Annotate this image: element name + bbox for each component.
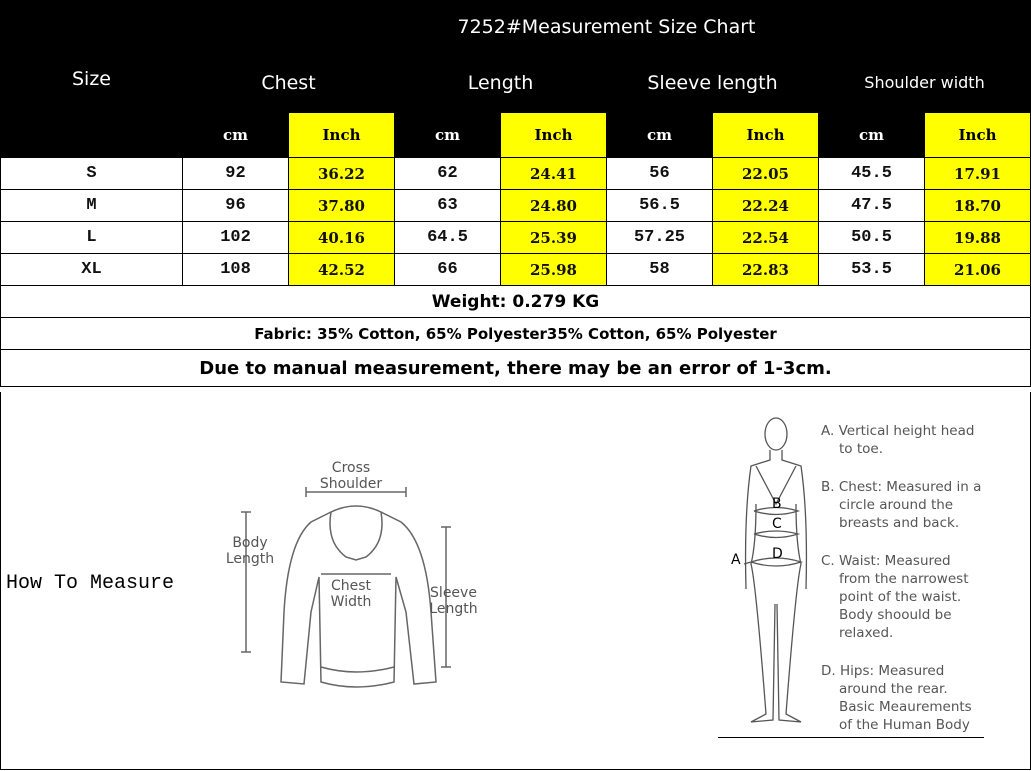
letter-a: A	[731, 552, 741, 568]
description-line: B. Chest: Measured in a	[821, 479, 982, 495]
inch-cell: 22.24	[712, 189, 819, 222]
description-line: circle around the	[839, 497, 954, 513]
letter-b: B	[772, 496, 782, 512]
measure-description: B. Chest: Measured in a circle around the…	[821, 478, 981, 532]
inch-cell: 19.88	[923, 221, 1031, 254]
measure-description: A. Vertical height head to toe.	[821, 422, 974, 458]
description-line: of the Human Body	[839, 717, 970, 733]
measure-description: D. Hips: Measured around the rear. Basic M…	[821, 662, 972, 734]
description-line: around the rear.	[839, 681, 948, 697]
how-to-measure-label: How To Measure	[6, 572, 175, 595]
inch-cell: 21.06	[923, 253, 1031, 286]
figure-baseline	[718, 737, 984, 738]
cm-cell: 50.5	[818, 221, 925, 254]
inch-cell: 36.22	[288, 157, 395, 190]
cm-cell: 66	[394, 253, 501, 286]
description-line: A. Vertical height head	[821, 423, 975, 439]
chart-title: 7252#Measurement Size Chart	[181, 0, 1031, 53]
unit-cm: cm	[394, 112, 501, 158]
inch-cell: 25.39	[500, 221, 607, 254]
cm-cell: 56	[606, 157, 713, 190]
body-length-label: Body Length	[225, 535, 275, 567]
table-row: XL 108 42.52 66 25.98 58 22.83 53.5 21.06	[0, 253, 1031, 286]
sleeve-length-label: Sleeve Length	[429, 585, 478, 617]
inch-cell: 22.83	[712, 253, 819, 286]
fabric-info: Fabric: 35% Cotton, 65% Polyester35% Cot…	[0, 317, 1031, 350]
how-to-measure-section: How To Measure Cross Shoulder Body Lengt…	[0, 392, 1031, 770]
body-figure-diagram	[743, 417, 808, 723]
table-row: S 92 36.22 62 24.41 56 22.05 45.5 17.91	[0, 157, 1031, 190]
chest-width-label: Chest Width	[330, 578, 372, 610]
size-chart-table: Size 7252#Measurement Size Chart Chest L…	[0, 0, 1031, 387]
inch-cell: 24.80	[500, 189, 607, 222]
size-cell: XL	[0, 253, 183, 286]
cm-cell: 63	[394, 189, 501, 222]
group-sleeve: Sleeve length	[606, 52, 819, 113]
unit-inch: Inch	[923, 112, 1031, 158]
weight-info: Weight: 0.279 KG	[0, 285, 1031, 318]
cm-cell: 108	[182, 253, 289, 286]
group-chest: Chest	[182, 52, 395, 113]
description-line: C. Waist: Measured	[821, 553, 951, 569]
inch-cell: 18.70	[923, 189, 1031, 222]
inch-cell: 22.05	[712, 157, 819, 190]
size-cell: L	[0, 221, 183, 254]
group-shoulder: Shoulder width	[817, 52, 1031, 113]
cm-cell: 102	[182, 221, 289, 254]
inch-cell: 24.41	[500, 157, 607, 190]
size-cell: S	[0, 157, 183, 190]
letter-d: D	[772, 546, 783, 562]
inch-cell: 37.80	[288, 189, 395, 222]
table-row: L 102 40.16 64.5 25.39 57.25 22.54 50.5 19.88	[0, 221, 1031, 254]
cm-cell: 53.5	[818, 253, 925, 286]
measurement-note: Due to manual measurement, there may be …	[0, 349, 1031, 387]
cm-cell: 92	[182, 157, 289, 190]
unit-inch: Inch	[288, 112, 395, 158]
sweater-diagram	[241, 487, 451, 688]
description-line: from the narrowest	[839, 571, 969, 587]
cm-cell: 45.5	[818, 157, 925, 190]
description-line: to toe.	[839, 441, 883, 457]
inch-cell: 22.54	[712, 221, 819, 254]
table-row: M 96 37.80 63 24.80 56.5 22.24 47.5 18.70	[0, 189, 1031, 222]
description-line: breasts and back.	[839, 515, 960, 531]
unit-inch: Inch	[500, 112, 607, 158]
unit-cm: cm	[606, 112, 713, 158]
inch-cell: 17.91	[923, 157, 1031, 190]
measure-description: C. Waist: Measured from the narrowest poin…	[821, 552, 968, 642]
description-line: relaxed.	[839, 625, 894, 641]
letter-c: C	[772, 516, 782, 532]
cm-cell: 64.5	[394, 221, 501, 254]
description-line: Body shoould be	[839, 607, 952, 623]
size-header: Size	[0, 0, 183, 158]
size-cell: M	[0, 189, 183, 222]
cm-cell: 58	[606, 253, 713, 286]
description-line: point of the waist.	[839, 589, 962, 605]
cm-cell: 56.5	[606, 189, 713, 222]
inch-cell: 42.52	[288, 253, 395, 286]
cm-cell: 47.5	[818, 189, 925, 222]
cm-cell: 57.25	[606, 221, 713, 254]
description-line: Basic Meaurements	[839, 699, 972, 715]
group-length: Length	[394, 52, 607, 113]
description-line: D. Hips: Measured	[821, 663, 945, 679]
cm-cell: 62	[394, 157, 501, 190]
unit-inch: Inch	[712, 112, 819, 158]
inch-cell: 25.98	[500, 253, 607, 286]
inch-cell: 40.16	[288, 221, 395, 254]
unit-cm: cm	[182, 112, 289, 158]
cross-shoulder-label: Cross Shoulder	[319, 460, 383, 492]
cm-cell: 96	[182, 189, 289, 222]
unit-cm: cm	[818, 112, 925, 158]
